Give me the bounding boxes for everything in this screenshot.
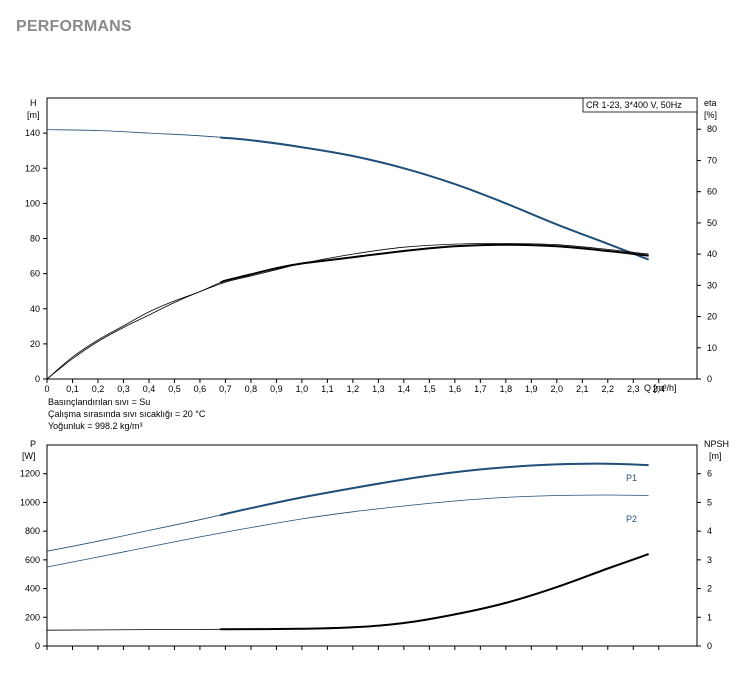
- y-tick-label: 0: [35, 641, 40, 651]
- series-label-p2: P2: [626, 514, 637, 524]
- npsh-axis-label: NPSH: [704, 439, 729, 449]
- curve-npsh-operating: [220, 553, 649, 631]
- npsh-axis-unit: [m]: [709, 451, 722, 461]
- x-tick-label: 0,2: [92, 384, 105, 394]
- y2-tick-label: 30: [707, 280, 717, 290]
- y2-tick-label: 50: [707, 218, 717, 228]
- y-tick-label: 80: [30, 234, 40, 244]
- y-tick-label: 800: [25, 526, 40, 536]
- x-tick-label: 1,4: [398, 384, 411, 394]
- y2-tick-label: 0: [707, 641, 712, 651]
- eta-axis-unit: [%]: [704, 110, 717, 120]
- y-tick-label: 60: [30, 269, 40, 279]
- y2-tick-label: 3: [707, 555, 712, 565]
- y-tick-label: 140: [25, 128, 40, 138]
- legend-label: CR 1-23, 3*400 V, 50Hz: [586, 100, 682, 110]
- x-tick-label: 0,9: [270, 384, 283, 394]
- y-tick-label: 1200: [20, 469, 40, 479]
- eta-axis-label: eta: [704, 98, 717, 108]
- y2-tick-label: 2: [707, 584, 712, 594]
- note-liquid: Basınçlandırılan sıvı = Su: [48, 397, 151, 407]
- x-tick-label: 1,7: [474, 384, 487, 394]
- y2-tick-label: 0: [707, 374, 712, 384]
- p-axis-unit: [W]: [22, 451, 36, 461]
- y2-tick-label: 70: [707, 155, 717, 165]
- x-tick-label: 2,0: [551, 384, 564, 394]
- x-tick-label: 2,4: [653, 384, 666, 394]
- x-tick-label: 0,7: [219, 384, 232, 394]
- x-tick-label: 0,3: [117, 384, 130, 394]
- x-tick-label: 1,6: [449, 384, 462, 394]
- y2-tick-label: 80: [707, 124, 717, 134]
- x-tick-label: 1,8: [500, 384, 513, 394]
- p-axis-label: P: [30, 439, 36, 449]
- y-tick-label: 600: [25, 555, 40, 565]
- y-tick-label: 200: [25, 612, 40, 622]
- curve-eta-total: [46, 243, 649, 380]
- q-axis-label: Q [m³/h]: [644, 383, 677, 393]
- x-tick-label: 0,8: [245, 384, 258, 394]
- curve-p2: [46, 494, 649, 568]
- power-chart-frame: [46, 444, 698, 647]
- x-tick-label: 0: [44, 384, 49, 394]
- y2-tick-label: 10: [707, 343, 717, 353]
- x-tick-label: 1,9: [525, 384, 538, 394]
- note-density: Yoğunluk = 998.2 kg/m³: [48, 421, 143, 431]
- y-tick-label: 120: [25, 163, 40, 173]
- y-tick-label: 0: [35, 374, 40, 384]
- h-axis-unit: [m]: [27, 110, 40, 120]
- x-tick-label: 2,2: [602, 384, 615, 394]
- y-tick-label: 100: [25, 198, 40, 208]
- x-tick-label: 1,3: [372, 384, 385, 394]
- h-axis-label: H: [30, 98, 37, 108]
- page-title: PERFORMANS: [16, 18, 132, 35]
- legend-box: [582, 97, 698, 113]
- curve-h: [46, 129, 649, 260]
- curve-eta-pump: [46, 244, 649, 380]
- y-tick-label: 1000: [20, 497, 40, 507]
- head-chart-frame: [46, 97, 698, 380]
- y2-tick-label: 20: [707, 312, 717, 322]
- note-temperature: Çalışma sırasında sıvı sıcaklığı = 20 °C: [48, 409, 206, 419]
- x-tick-label: 1,0: [296, 384, 309, 394]
- curve-p1-operating: [220, 462, 649, 517]
- x-tick-label: 1,2: [347, 384, 360, 394]
- curve-h-operating: [220, 136, 649, 261]
- y2-tick-label: 40: [707, 249, 717, 259]
- x-tick-label: 2,1: [576, 384, 589, 394]
- curve-npsh: [46, 553, 649, 631]
- x-tick-label: 0,6: [194, 384, 207, 394]
- x-tick-label: 1,1: [321, 384, 334, 394]
- x-tick-label: 0,5: [168, 384, 181, 394]
- y2-tick-label: 5: [707, 497, 712, 507]
- y2-tick-label: 4: [707, 526, 712, 536]
- y-tick-label: 40: [30, 304, 40, 314]
- x-tick-label: 0,4: [143, 384, 156, 394]
- curve-eta-pump-operating: [219, 243, 649, 284]
- y2-tick-label: 1: [707, 612, 712, 622]
- curve-p1: [46, 463, 649, 552]
- x-tick-label: 2,3: [627, 384, 640, 394]
- y-tick-label: 20: [30, 339, 40, 349]
- y2-tick-label: 60: [707, 187, 717, 197]
- y-tick-label: 400: [25, 584, 40, 594]
- series-label-p1: P1: [626, 473, 637, 483]
- x-tick-label: 1,5: [423, 384, 436, 394]
- y2-tick-label: 6: [707, 469, 712, 479]
- x-tick-label: 0,1: [66, 384, 79, 394]
